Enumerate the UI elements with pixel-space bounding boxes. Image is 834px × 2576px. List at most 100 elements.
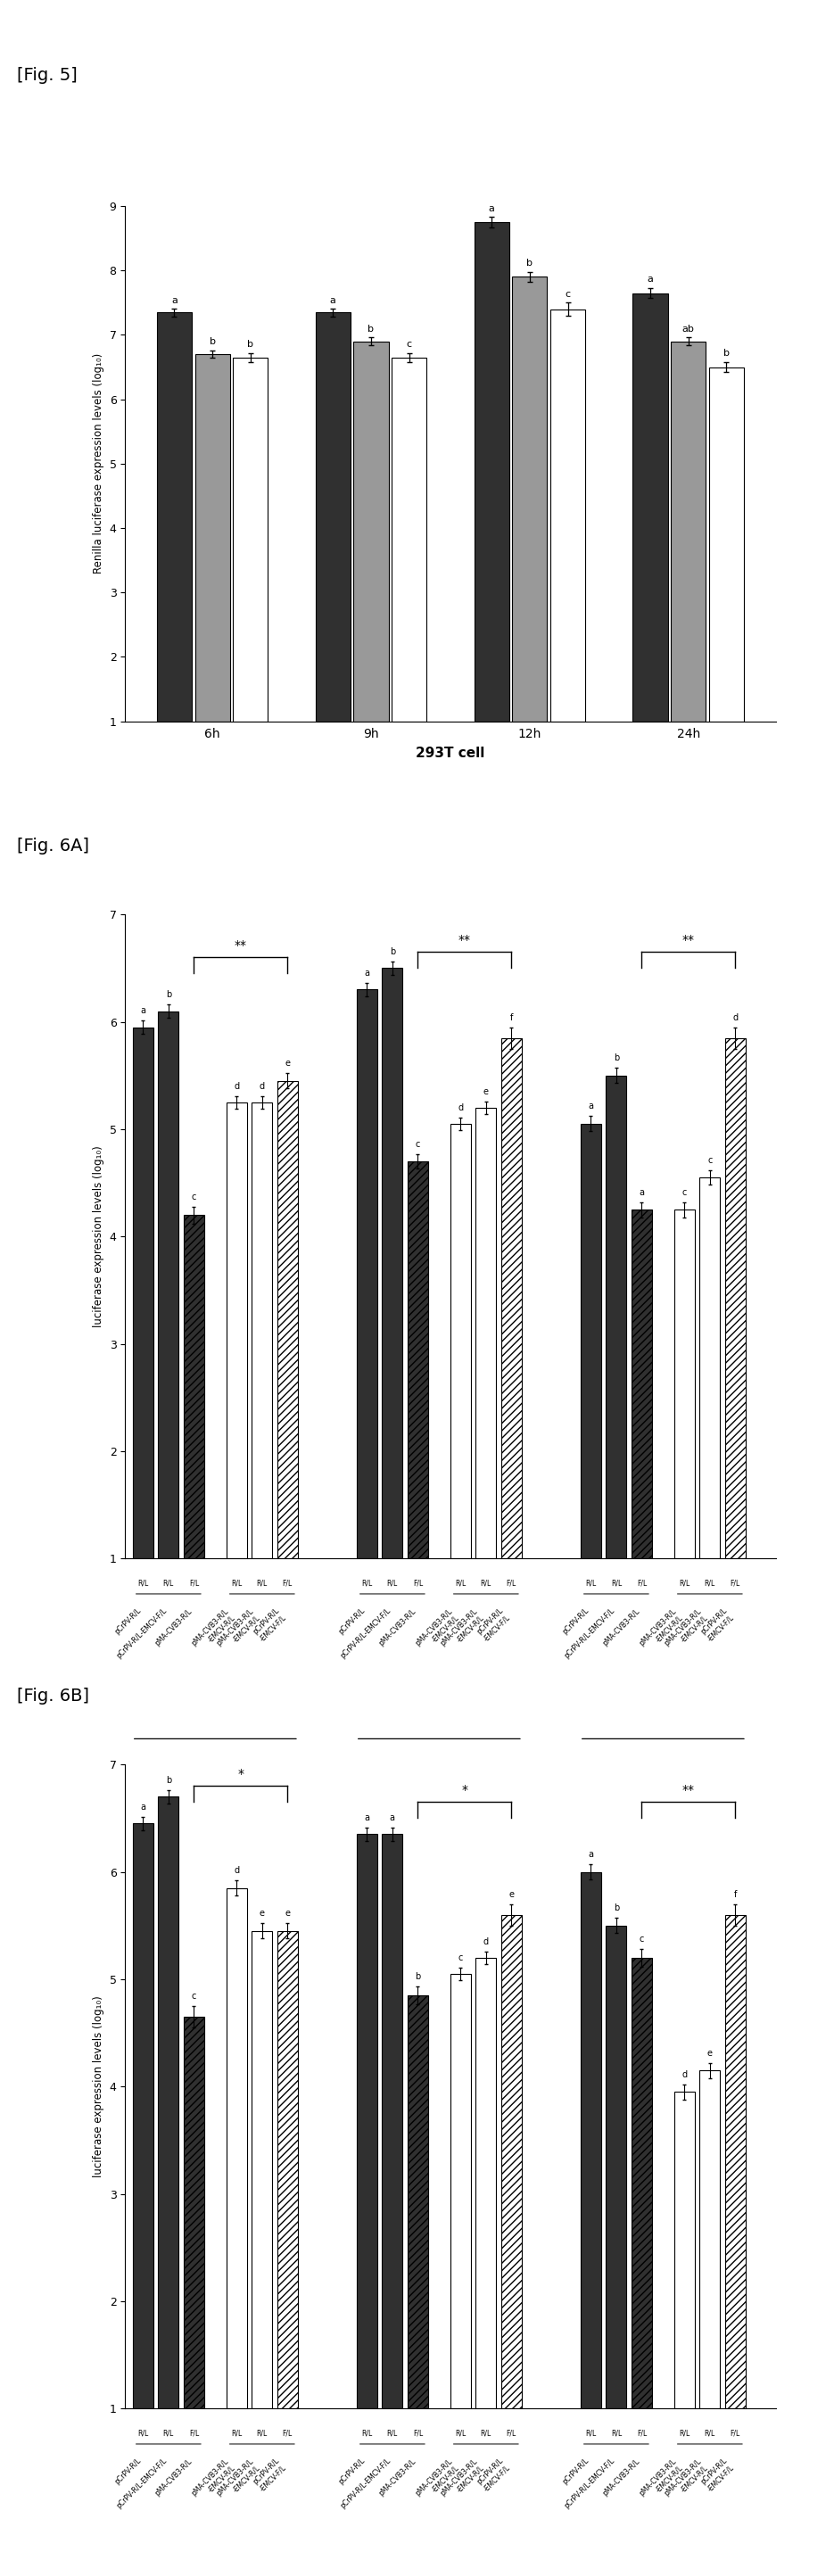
Text: d: d [681, 2071, 687, 2079]
Text: R/L: R/L [585, 2429, 596, 2437]
Bar [606, 1927, 626, 2409]
Bar [277, 1082, 298, 1558]
Bar [671, 343, 706, 721]
Text: d: d [259, 1082, 265, 1090]
Text: pCrPV-R/L
-EMCV-F/L: pCrPV-R/L -EMCV-F/L [699, 2458, 736, 2494]
X-axis label: 293T cell: 293T cell [416, 747, 485, 760]
Text: ab: ab [682, 325, 695, 335]
Text: b: b [526, 260, 533, 268]
Text: pCrPV-R/L-EMCV-F/L: pCrPV-R/L-EMCV-F/L [563, 2458, 616, 2512]
Text: a: a [140, 1803, 146, 1811]
Bar [158, 1010, 178, 1558]
Bar [709, 368, 744, 721]
Bar [631, 1958, 652, 2409]
Text: F/L: F/L [413, 1579, 423, 1587]
Y-axis label: luciferase expression levels (log₁₀): luciferase expression levels (log₁₀) [93, 1996, 104, 2177]
Y-axis label: luciferase expression levels (log₁₀): luciferase expression levels (log₁₀) [93, 1146, 104, 1327]
Text: **: ** [234, 940, 247, 953]
Text: R/L: R/L [257, 2429, 268, 2437]
Bar [357, 989, 377, 1558]
Text: pMA-CVB3-R/L: pMA-CVB3-R/L [601, 1607, 641, 1646]
Bar [450, 1973, 471, 2409]
Text: f: f [734, 1891, 736, 1899]
Text: c: c [415, 1139, 420, 1149]
Text: pCrPV-R/L: pCrPV-R/L [113, 1607, 143, 1636]
Bar [408, 1162, 428, 1558]
Text: c: c [565, 291, 570, 299]
Text: [Fig. 6B]: [Fig. 6B] [17, 1687, 89, 1705]
Bar [195, 355, 230, 721]
Text: F/L: F/L [636, 1579, 646, 1587]
Text: pMA-CVB3-R/L: pMA-CVB3-R/L [378, 2458, 418, 2496]
Text: F/L: F/L [506, 1579, 516, 1587]
Text: a: a [489, 204, 495, 214]
Text: [Fig. 6A]: [Fig. 6A] [17, 837, 89, 855]
Bar [700, 2071, 721, 2409]
Text: pCrPV-R/L
-EMCV-F/L: pCrPV-R/L -EMCV-F/L [475, 1607, 511, 1643]
Text: c: c [707, 1157, 712, 1164]
Text: R/L: R/L [387, 2429, 398, 2437]
Text: 12h: 12h [427, 1772, 451, 1783]
Text: b: b [368, 325, 374, 335]
Bar [501, 1914, 522, 2409]
Text: pMA-CVB3-R/L
-EMCV-R/L: pMA-CVB3-R/L -EMCV-R/L [414, 2458, 460, 2504]
Text: pCrPV-R/L
-EMCV-F/L: pCrPV-R/L -EMCV-F/L [475, 2458, 511, 2494]
Text: pCrPV-R/L: pCrPV-R/L [338, 2458, 367, 2486]
Text: R/L: R/L [361, 1579, 372, 1587]
Text: pMA-CVB3-R/L
-EMCV-R/L: pMA-CVB3-R/L -EMCV-R/L [440, 1607, 486, 1654]
Text: R/L: R/L [257, 1579, 268, 1587]
Bar [501, 1038, 522, 1558]
Bar [606, 1077, 626, 1558]
Bar [512, 278, 547, 721]
Bar [233, 358, 268, 721]
Text: R/L: R/L [455, 2429, 466, 2437]
Bar [408, 1996, 428, 2409]
Text: c: c [640, 1935, 644, 1945]
Bar [133, 1824, 153, 2409]
Bar [382, 1834, 403, 2409]
Text: [Fig. 5]: [Fig. 5] [17, 67, 77, 85]
Text: *: * [461, 1785, 468, 1798]
Bar [357, 1834, 377, 2409]
Bar [631, 1211, 652, 1558]
Bar [580, 1123, 601, 1558]
Text: b: b [209, 337, 215, 348]
Text: pCrPV-R/L-EMCV-F/L: pCrPV-R/L-EMCV-F/L [339, 2458, 392, 2512]
Y-axis label: Renilla luciferase expression levels (log₁₀): Renilla luciferase expression levels (lo… [93, 353, 104, 574]
Text: R/L: R/L [705, 2429, 716, 2437]
Text: b: b [614, 1904, 619, 1911]
Text: F/L: F/L [731, 2429, 741, 2437]
Text: R/L: R/L [705, 1579, 716, 1587]
Bar [633, 294, 668, 721]
Text: a: a [647, 276, 653, 283]
Text: d: d [234, 1865, 239, 1875]
Text: pCrPV-R/L-EMCV-F/L: pCrPV-R/L-EMCV-F/L [563, 1607, 616, 1662]
Text: a: a [364, 1814, 369, 1824]
Text: e: e [285, 1909, 290, 1919]
Bar [183, 1216, 204, 1558]
Text: R/L: R/L [163, 1579, 174, 1587]
Text: pCrPV-R/L-EMCV-F/L: pCrPV-R/L-EMCV-F/L [115, 1607, 168, 1662]
Text: pMA-CVB3-R/L
-EMCV-R/L: pMA-CVB3-R/L -EMCV-R/L [215, 2458, 262, 2504]
Text: e: e [285, 1059, 290, 1069]
Text: R/L: R/L [138, 2429, 148, 2437]
Bar [550, 309, 585, 721]
Text: a: a [330, 296, 336, 304]
Text: F/L: F/L [636, 2429, 646, 2437]
Text: pCrPV-R/L
-EMCV-F/L: pCrPV-R/L -EMCV-F/L [251, 1607, 288, 1643]
Text: b: b [389, 948, 395, 956]
Text: pMA-CVB3-R/L
-EMCV-R/L: pMA-CVB3-R/L -EMCV-R/L [637, 1607, 685, 1654]
Text: pCrPV-R/L-EMCV-F/L: pCrPV-R/L-EMCV-F/L [339, 1607, 392, 1662]
Text: d: d [483, 1937, 489, 1945]
Bar [392, 358, 426, 721]
Text: R/L: R/L [231, 2429, 242, 2437]
Text: pMA-CVB3-R/L: pMA-CVB3-R/L [153, 1607, 193, 1646]
Text: a: a [171, 296, 178, 304]
Text: R/L: R/L [585, 1579, 596, 1587]
Text: c: c [192, 1991, 196, 2002]
Text: d: d [234, 1082, 239, 1090]
Text: e: e [259, 1909, 264, 1919]
Bar [450, 1123, 471, 1558]
Text: 6h: 6h [208, 1772, 224, 1783]
Bar [674, 2092, 695, 2409]
